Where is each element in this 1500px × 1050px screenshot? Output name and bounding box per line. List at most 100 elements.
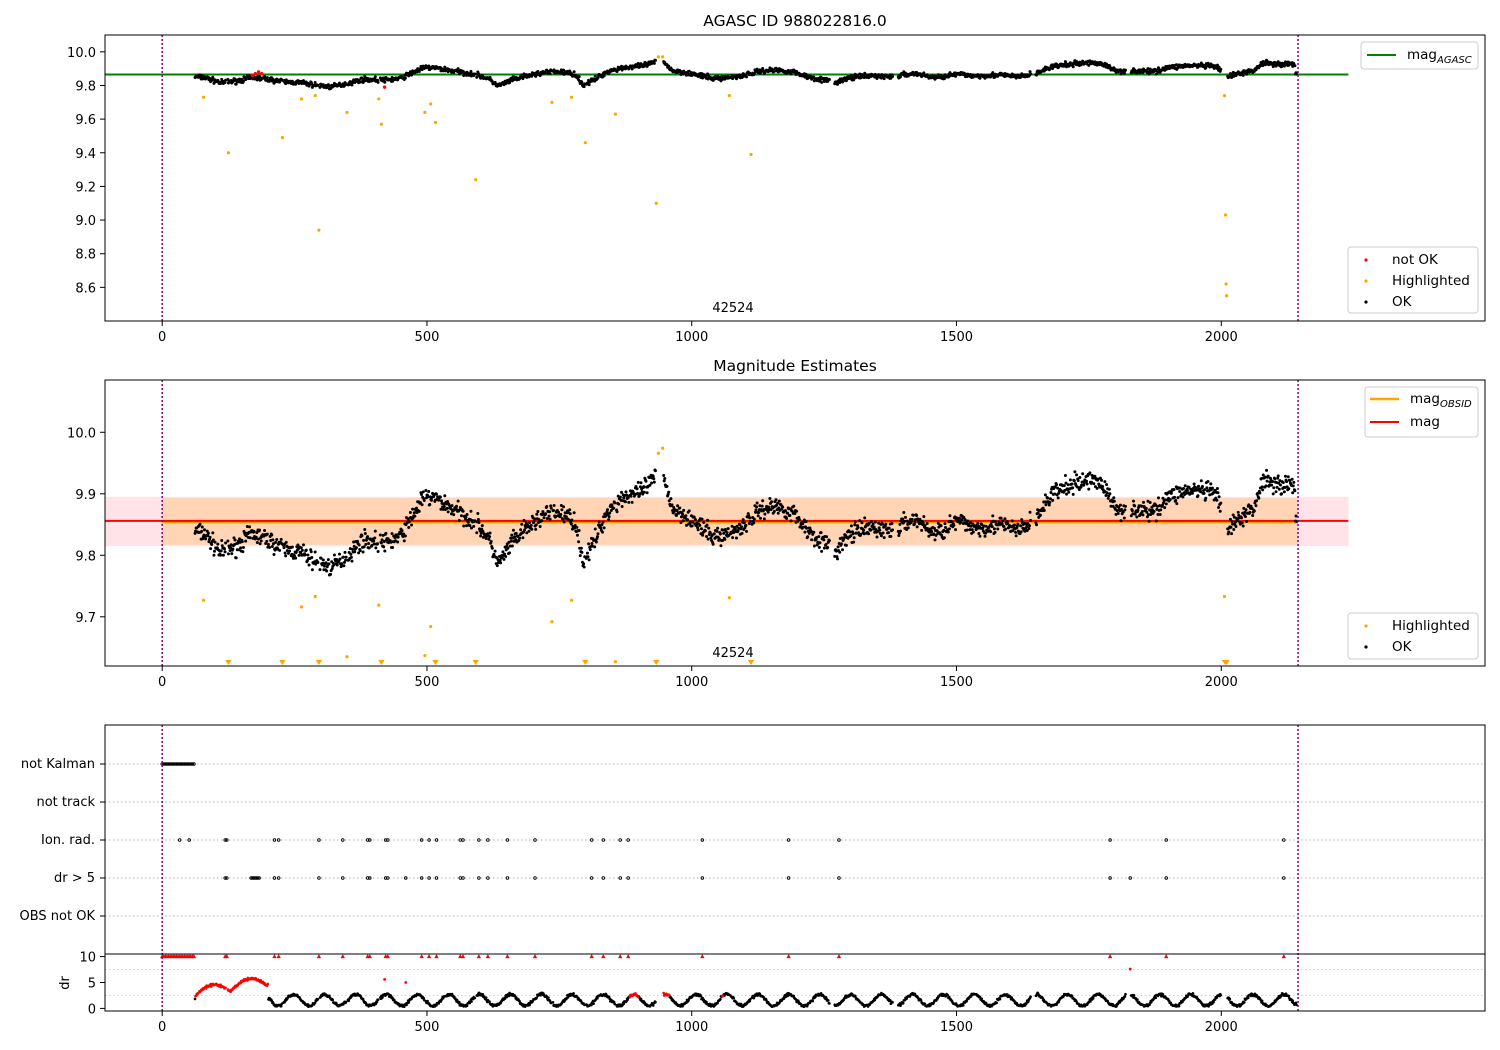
ok-point: [923, 524, 927, 528]
ok-point: [210, 542, 214, 546]
ok-point: [587, 542, 591, 546]
ok-point: [337, 552, 341, 556]
ok-point: [224, 541, 228, 545]
y-tick-label: 8.8: [75, 248, 96, 263]
ok-point: [272, 553, 276, 557]
ok-point: [801, 525, 805, 529]
ok-point: [488, 75, 492, 79]
ok-point: [1066, 483, 1070, 487]
ok-point: [283, 551, 287, 555]
flag-point: [179, 762, 184, 766]
ok-point: [1164, 502, 1168, 506]
ok-point: [306, 553, 310, 557]
ok-point: [853, 523, 857, 527]
ok-point: [963, 518, 967, 522]
ok-point: [1204, 496, 1208, 500]
ok-point: [208, 535, 212, 539]
ok-point: [600, 530, 604, 534]
highlighted-point: [317, 228, 321, 232]
ok-point: [350, 83, 354, 87]
flag-point: [368, 876, 372, 880]
ok-point: [999, 516, 1003, 520]
ok-point: [1287, 487, 1291, 491]
ok-point: [1082, 483, 1086, 487]
ok-point: [766, 510, 770, 514]
below-range-marker: [582, 660, 589, 665]
ok-point: [716, 74, 720, 78]
ok-point: [296, 543, 300, 547]
ok-point: [836, 545, 840, 549]
ok-point: [545, 517, 549, 521]
below-range-marker: [315, 660, 323, 665]
ok-point: [457, 519, 461, 523]
ok-point: [426, 495, 430, 499]
ok-point: [541, 510, 545, 514]
ok-point: [559, 512, 563, 516]
ok-point: [1200, 484, 1204, 488]
ok-point: [629, 494, 633, 498]
y-tick-label: 5: [88, 977, 96, 992]
ok-point: [613, 501, 617, 505]
ok-point: [617, 502, 621, 506]
ok-point: [422, 499, 426, 503]
ok-point: [568, 508, 572, 512]
ok-point: [1073, 470, 1077, 474]
ok-point: [887, 526, 891, 530]
ok-point: [344, 558, 348, 562]
ok-point: [1218, 509, 1222, 513]
flag-point: [168, 762, 172, 766]
ok-point: [577, 529, 581, 533]
ok-point: [582, 562, 586, 566]
ok-point: [1109, 504, 1113, 508]
flag-point: [256, 876, 260, 880]
ok-point: [1230, 532, 1234, 536]
ok-point: [1199, 490, 1203, 494]
ok-point: [294, 556, 298, 560]
ok-point: [898, 529, 902, 533]
ok-point: [817, 545, 821, 549]
ok-point: [700, 517, 704, 521]
ok-point: [1092, 482, 1096, 486]
ok-point: [521, 536, 525, 540]
ok-point: [891, 528, 895, 532]
ok-point: [890, 521, 894, 525]
ok-point: [536, 509, 540, 513]
ok-point: [709, 536, 713, 540]
ok-point: [535, 512, 539, 516]
ok-point: [704, 535, 708, 539]
ok-point: [489, 540, 493, 544]
ok-point: [696, 528, 700, 532]
dr-point: [435, 1003, 438, 1007]
ok-point: [1176, 496, 1180, 500]
flag-point: [837, 876, 841, 880]
flag-point: [187, 838, 191, 842]
ok-point: [944, 525, 948, 529]
highlighted-point: [280, 136, 284, 140]
ok-point: [274, 540, 278, 544]
ok-point: [530, 527, 534, 531]
ok-point: [1215, 486, 1219, 490]
ok-point: [383, 549, 387, 553]
ok-point: [1264, 484, 1268, 488]
ok-point: [839, 542, 843, 546]
ok-point: [1154, 519, 1158, 523]
ok-point: [367, 546, 371, 550]
flag-point: [533, 876, 537, 880]
flag-point: [272, 876, 277, 880]
y-tick-label: 10: [79, 951, 96, 966]
dr-point: [651, 1004, 655, 1007]
flag-point: [626, 838, 630, 842]
ok-point: [1247, 503, 1251, 507]
highlighted-point: [313, 93, 317, 98]
ok-point: [898, 522, 902, 526]
ok-point: [1267, 483, 1271, 487]
ok-point: [957, 516, 961, 520]
ok-point: [480, 524, 484, 528]
flag-row-label-obs-not-ok: OBS not OK: [20, 909, 96, 924]
ok-point: [206, 534, 210, 538]
ok-point: [1146, 513, 1150, 517]
ok-point: [639, 481, 643, 485]
dr-point: [376, 998, 380, 1002]
ok-point: [943, 522, 947, 526]
ok-point: [797, 517, 801, 521]
